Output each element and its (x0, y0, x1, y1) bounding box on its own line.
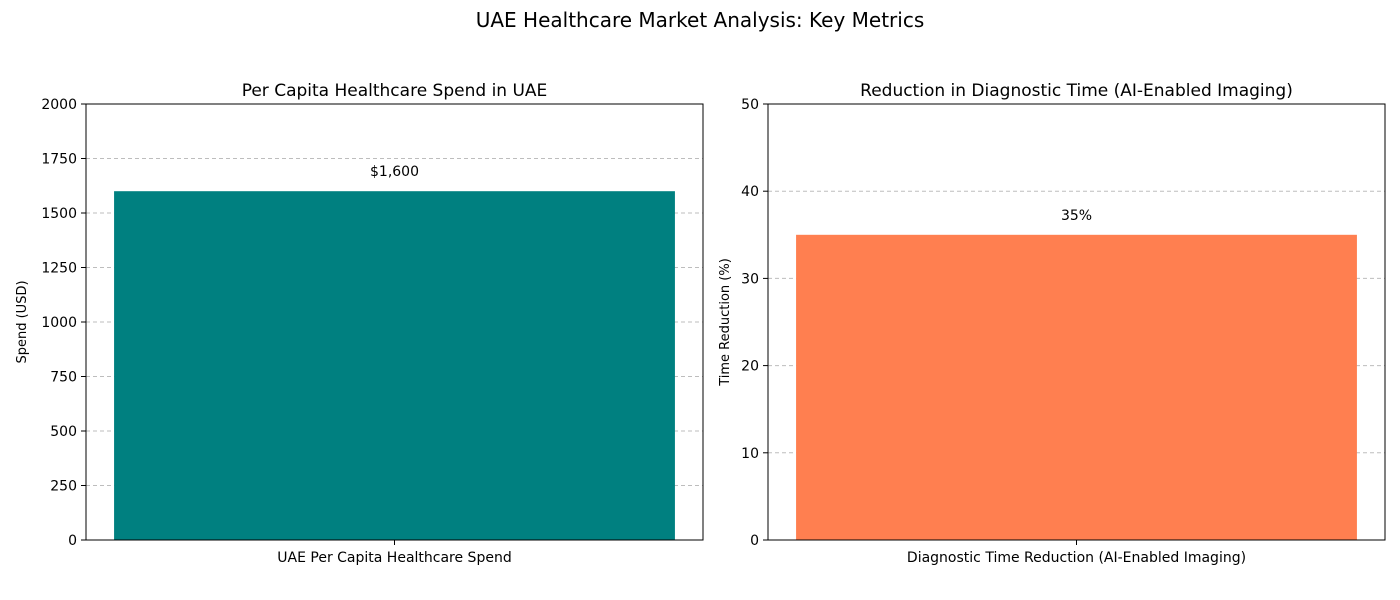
spend-y-tick-label: 1000 (41, 315, 77, 331)
diagnostic-y-tick-label: 50 (741, 97, 759, 113)
chart-panel-diagnostic: 0 10 20 30 40 50 Diagnostic Time Reduction (A… (718, 81, 1386, 566)
spend-y-ticks: 0 250 500 750 1000 1250 1500 1750 2000 (41, 97, 86, 549)
spend-y-axis-label: Spend (USD) (15, 280, 30, 363)
diagnostic-x-tick-label: Diagnostic Time Reduction (AI-Enabled Im… (907, 550, 1246, 566)
diagnostic-y-tick-label: 20 (741, 359, 759, 375)
spend-x-tick-label: UAE Per Capita Healthcare Spend (277, 550, 511, 566)
spend-y-tick-label: 2000 (41, 97, 77, 113)
spend-data-label: $1,600 (370, 164, 419, 180)
spend-y-tick-label: 1250 (41, 261, 77, 277)
spend-y-tick-label: 500 (50, 424, 77, 440)
spend-data-labels: $1,600 (370, 164, 419, 180)
spend-x-ticks: UAE Per Capita Healthcare Spend (277, 540, 512, 566)
diagnostic-x-ticks: Diagnostic Time Reduction (AI-Enabled Im… (907, 540, 1246, 566)
diagnostic-y-tick-label: 40 (741, 184, 759, 200)
diagnostic-bars (796, 234, 1357, 541)
diagnostic-y-tick-label: 0 (750, 533, 759, 549)
spend-y-tick-label: 1500 (41, 206, 77, 222)
diagnostic-y-tick-label: 30 (741, 271, 759, 287)
diagnostic-y-ticks: 0 10 20 30 40 50 (741, 97, 768, 549)
diagnostic-data-labels: 35% (1061, 208, 1092, 224)
diagnostic-bar (796, 234, 1357, 541)
spend-bars (114, 191, 675, 540)
chart-panel-spend: 0 250 500 750 1000 1250 1500 1750 2000 UAE Per C… (15, 81, 704, 566)
spend-y-tick-label: 750 (50, 370, 77, 386)
diagnostic-y-tick-label: 10 (741, 446, 759, 462)
spend-y-tick-label: 0 (68, 533, 77, 549)
diagnostic-chart-title: Reduction in Diagnostic Time (AI-Enabled… (860, 81, 1293, 101)
figure-title: UAE Healthcare Market Analysis: Key Metr… (475, 8, 925, 32)
spend-y-tick-label: 250 (50, 479, 77, 495)
spend-chart-title: Per Capita Healthcare Spend in UAE (242, 81, 548, 101)
spend-y-tick-label: 1750 (41, 152, 77, 168)
diagnostic-y-axis-label: Time Reduction (%) (718, 258, 733, 387)
spend-bar (114, 191, 675, 540)
diagnostic-data-label: 35% (1061, 208, 1092, 224)
